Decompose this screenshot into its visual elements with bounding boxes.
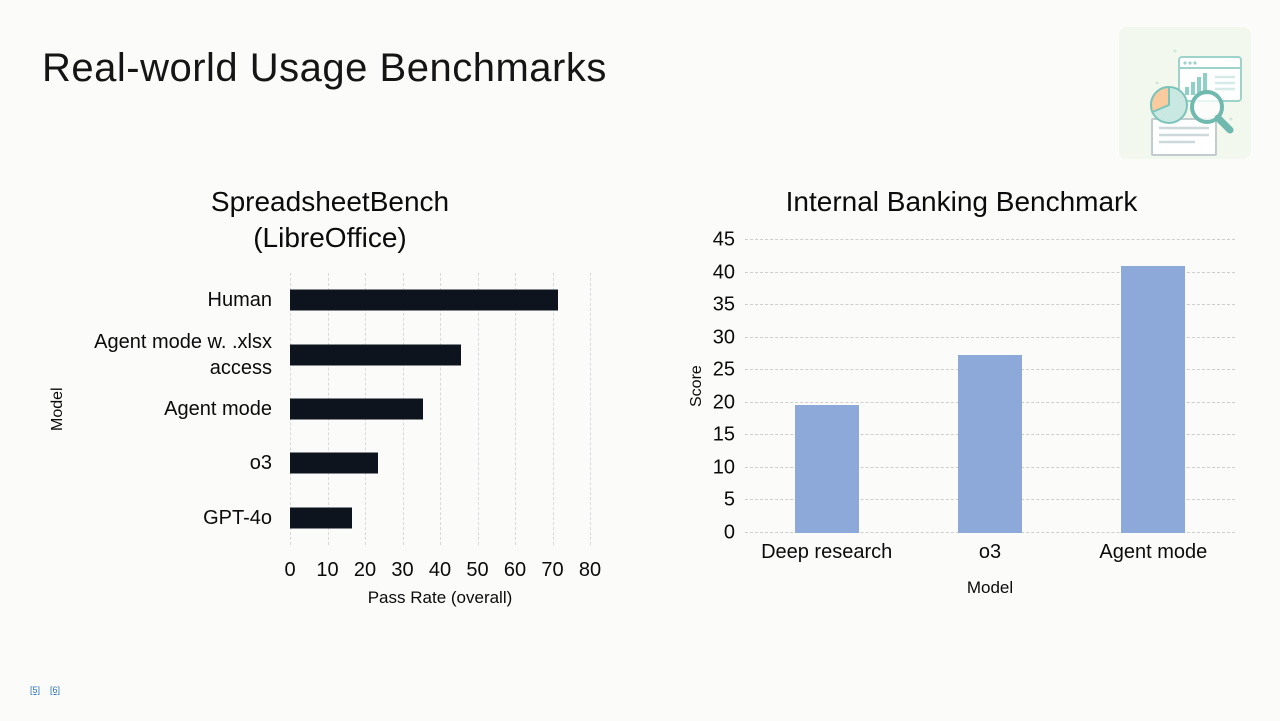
- gridline: [745, 304, 1235, 306]
- y-tick-label: 45: [712, 228, 735, 251]
- footnote-link-5[interactable]: [5]: [30, 685, 41, 695]
- gridline: [440, 273, 441, 545]
- gridline: [515, 273, 516, 545]
- bar: [290, 289, 559, 311]
- y-tick-label: 20: [712, 391, 735, 414]
- y-tick-label: 10: [712, 456, 735, 479]
- chart-title: SpreadsheetBench (LibreOffice): [210, 186, 450, 254]
- x-axis-label: Pass Rate (overall): [367, 588, 513, 607]
- x-tick-label: 60: [503, 559, 527, 581]
- category-label: o3: [978, 541, 1002, 563]
- category-column: Human Agent mode w. .xlsx access Agent mod…: [60, 273, 272, 545]
- category-label: Deep research: [761, 541, 893, 563]
- x-tick-label: 10: [316, 559, 339, 581]
- x-tick-label: 0: [284, 559, 296, 581]
- y-tick-label: 35: [712, 293, 735, 316]
- x-tick-label: 40: [428, 559, 452, 581]
- y-tick-label: 15: [712, 423, 735, 446]
- category-label: o3: [249, 452, 272, 475]
- spreadsheetbench-chart: SpreadsheetBench (LibreOffice) Model Hum…: [40, 180, 620, 640]
- footnote-link-6[interactable]: [6]: [50, 685, 61, 695]
- chart-title: Internal Banking Benchmark: [785, 186, 1138, 217]
- bar: [1121, 266, 1186, 533]
- y-tick-label: 5: [723, 488, 735, 511]
- x-tick-label: 70: [541, 559, 564, 581]
- x-tick-label: 20: [353, 559, 377, 581]
- y-tick-column: 0 5 10 15 20 25 30 35 40 45: [683, 229, 735, 544]
- analytics-illustration-icon: [1119, 27, 1251, 159]
- category-label: Human: [207, 289, 272, 312]
- category-label: Agent mode: [1099, 541, 1208, 563]
- gridline: [477, 273, 479, 545]
- analytics-illustration-svg: [1119, 27, 1251, 159]
- category-label: Agent mode: [164, 398, 272, 420]
- gridline: [745, 336, 1235, 338]
- y-tick-label: 40: [712, 261, 735, 284]
- bar: [794, 404, 859, 533]
- gridline: [590, 273, 591, 545]
- bar: [958, 355, 1022, 533]
- page-title: Real-world Usage Benchmarks: [42, 46, 607, 90]
- banking-benchmark-chart: Internal Banking Benchmark Score 0 5 10 15 2…: [683, 180, 1240, 640]
- plot-area: [745, 239, 1235, 533]
- bar: [290, 344, 461, 366]
- category-row: Deep research o3 Agent mode: [745, 541, 1235, 567]
- gridline: [552, 273, 554, 545]
- bar: [290, 452, 379, 474]
- x-tick-label: 80: [578, 559, 602, 581]
- x-tick-row: 0 10 20 30 40 50 60 70 80: [284, 559, 601, 583]
- x-tick-label: 50: [466, 559, 489, 581]
- x-axis-label: Model: [966, 578, 1014, 597]
- y-tick-label: 25: [712, 358, 735, 381]
- gridline: [745, 271, 1235, 273]
- category-label: GPT-4o: [203, 506, 272, 529]
- category-label: Agent mode w. .xlsx access: [94, 330, 272, 379]
- bar: [290, 507, 352, 529]
- plot-area: [290, 273, 591, 545]
- y-tick-label: 30: [712, 326, 735, 349]
- bar: [290, 398, 424, 420]
- y-tick-label: 0: [723, 521, 735, 544]
- gridline: [745, 239, 1235, 240]
- x-tick-label: 30: [391, 559, 414, 581]
- footnotes: [5] [6]: [30, 685, 70, 695]
